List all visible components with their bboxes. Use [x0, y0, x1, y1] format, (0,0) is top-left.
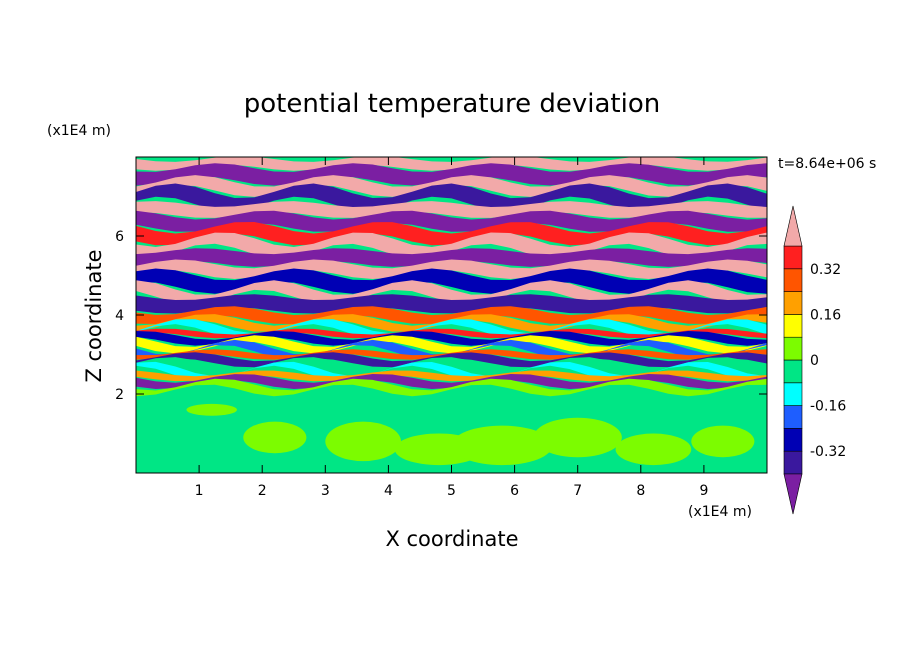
field-blob — [533, 417, 622, 458]
chart-title: potential temperature deviation — [244, 89, 660, 119]
field-band — [136, 232, 767, 259]
heatmap-field — [136, 157, 767, 473]
x-axis-unit: (x1E4 m) — [688, 504, 752, 520]
field-blob — [691, 425, 755, 458]
field-band — [136, 314, 767, 332]
x-tick-label: 7 — [573, 483, 582, 499]
colorbar-swatch — [783, 405, 803, 429]
x-tick-label: 6 — [510, 483, 519, 499]
field-blob — [615, 433, 692, 466]
time-label: t=8.64e+06 s — [778, 156, 876, 172]
field-band — [136, 378, 767, 397]
colorbar-swatch — [783, 382, 803, 406]
y-axis-unit: (x1E4 m) — [47, 123, 111, 139]
colorbar-extend-min — [783, 473, 803, 515]
field-band — [136, 259, 767, 279]
colorbar-swatch — [783, 314, 803, 338]
field-blob — [451, 425, 553, 466]
field-band — [136, 319, 767, 339]
colorbar-extend-max — [783, 205, 803, 247]
field-band — [136, 331, 767, 346]
colorbar-label: 0.32 — [810, 262, 841, 278]
field-band — [136, 175, 767, 197]
field-band — [136, 183, 767, 212]
x-axis: 1 2 3 4 5 6 7 8 9 — [195, 157, 708, 499]
colorbar-label: -0.32 — [810, 444, 846, 460]
colorbar-swatch — [783, 268, 803, 292]
colorbar-swatch — [783, 291, 803, 315]
field-band — [136, 328, 767, 339]
y-tick-label: 2 — [115, 387, 124, 403]
field-blob — [325, 421, 402, 462]
x-tick-label: 4 — [384, 483, 393, 499]
field-band — [136, 280, 767, 305]
x-tick-label: 3 — [321, 483, 330, 499]
colorbar-swatch — [783, 336, 803, 361]
field-band — [136, 370, 767, 382]
x-axis-label: X coordinate — [385, 527, 518, 551]
y-tick-label: 6 — [115, 229, 124, 245]
y-axis: 2 4 6 — [115, 229, 767, 403]
field-blob — [186, 403, 237, 416]
x-tick-label: 2 — [258, 483, 267, 499]
field-band — [136, 361, 767, 381]
field-band — [136, 357, 767, 375]
heatmap-bands — [136, 157, 767, 473]
field-band — [136, 374, 767, 389]
field-band — [136, 294, 767, 314]
field-band — [136, 201, 767, 218]
colorbar-swatch — [783, 359, 803, 384]
x-tick-label: 8 — [636, 483, 645, 499]
x-tick-label: 5 — [447, 483, 456, 499]
y-tick-label: 4 — [115, 308, 124, 324]
colorbar-label: -0.16 — [810, 399, 846, 415]
field-band — [136, 306, 767, 324]
field-band — [136, 335, 767, 354]
colorbar-label: 0 — [810, 353, 819, 369]
field-band — [136, 210, 767, 232]
colorbar-label: 0.16 — [810, 307, 841, 323]
colorbar-swatch — [783, 428, 803, 452]
x-tick-label: 9 — [699, 483, 708, 499]
field-blob — [243, 421, 307, 454]
colorbar-swatch — [783, 450, 803, 475]
colorbar-swatch — [783, 245, 803, 270]
field-band — [136, 163, 767, 186]
colorbar: 0.32 0.16 0 -0.16 -0.32 — [783, 205, 846, 515]
field-band — [136, 268, 767, 294]
y-axis-label: Z coordinate — [82, 249, 106, 382]
x-tick-label: 1 — [195, 483, 204, 499]
field-band — [136, 339, 767, 360]
field-band — [136, 352, 767, 368]
